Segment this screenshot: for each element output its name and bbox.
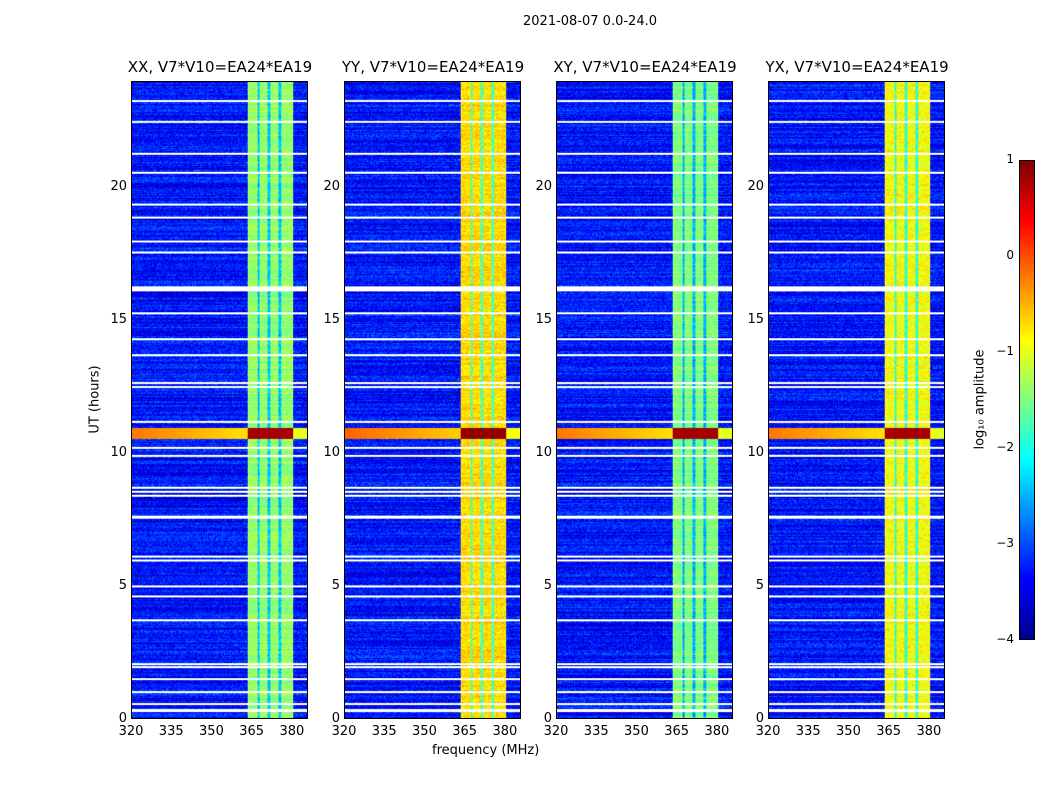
- y-tick-label: 20: [747, 179, 764, 195]
- waterfall-panel-0: [131, 81, 308, 719]
- y-tick-label: 15: [323, 312, 340, 328]
- x-tick-label: 365: [664, 724, 690, 739]
- colorbar-tick-label: 1: [1006, 152, 1014, 166]
- x-tick-label: 350: [199, 724, 224, 739]
- x-axis-label: frequency (MHz): [432, 743, 540, 758]
- heatmap-canvas: [769, 82, 944, 718]
- x-tick-label: 365: [452, 724, 478, 739]
- panel-title: XX, V7*V10=EA24*EA19: [127, 58, 313, 76]
- panel-title: YY, V7*V10=EA24*EA19: [341, 58, 525, 76]
- y-tick-label: 5: [755, 578, 764, 594]
- x-tick-label: 320: [755, 724, 781, 739]
- x-tick-label: 320: [543, 724, 569, 739]
- x-tick-label: 380: [916, 724, 942, 739]
- heatmap-canvas: [345, 82, 520, 718]
- y-tick-label: 0: [118, 711, 127, 726]
- y-tick-label: 15: [110, 312, 127, 328]
- x-tick-label: 335: [371, 724, 397, 739]
- y-tick-label: 15: [535, 312, 552, 328]
- waterfall-panel-2: [556, 81, 733, 719]
- y-tick-label: 0: [755, 711, 764, 726]
- waterfall-panel-1: [344, 81, 521, 719]
- y-tick-label: 0: [543, 711, 552, 726]
- x-tick-label: 380: [279, 724, 305, 739]
- colorbar-tick-label: −2: [996, 440, 1014, 454]
- y-tick-label: 5: [331, 578, 340, 594]
- x-tick-label: 320: [331, 724, 357, 739]
- y-tick-label: 10: [535, 445, 552, 461]
- panel-title: XY, V7*V10=EA24*EA19: [553, 58, 737, 76]
- y-tick-label: 5: [543, 578, 552, 594]
- colorbar-tick-label: −3: [996, 536, 1014, 550]
- colorbar-tick-label: 0: [1006, 248, 1014, 262]
- colorbar-tick-label: −4: [996, 632, 1014, 646]
- colorbar-tick-label: −1: [996, 344, 1014, 358]
- y-tick-label: 5: [118, 578, 127, 594]
- x-tick-label: 350: [412, 724, 437, 739]
- y-tick-label: 20: [323, 179, 340, 195]
- panel-title: YX, V7*V10=EA24*EA19: [765, 58, 949, 76]
- y-tick-label: 10: [747, 445, 764, 461]
- waterfall-panel-3: [768, 81, 945, 719]
- y-tick-label: 15: [747, 312, 764, 328]
- heatmap-canvas: [557, 82, 732, 718]
- x-tick-label: 335: [795, 724, 821, 739]
- x-tick-label: 365: [876, 724, 902, 739]
- y-tick-label: 20: [110, 179, 127, 195]
- y-tick-label: 10: [110, 445, 127, 461]
- x-tick-label: 380: [492, 724, 518, 739]
- y-tick-label: 0: [331, 711, 340, 726]
- x-tick-label: 380: [704, 724, 730, 739]
- x-tick-label: 335: [583, 724, 609, 739]
- colorbar-label: log₁₀ amplitude: [972, 349, 988, 450]
- y-axis-label: UT (hours): [87, 365, 103, 434]
- figure-title: 2021-08-07 0.0-24.0: [523, 14, 657, 29]
- x-tick-label: 335: [158, 724, 184, 739]
- x-tick-label: 350: [624, 724, 649, 739]
- x-tick-label: 365: [239, 724, 265, 739]
- colorbar: [1019, 160, 1035, 640]
- y-tick-label: 20: [535, 179, 552, 195]
- x-tick-label: 350: [836, 724, 861, 739]
- heatmap-canvas: [132, 82, 307, 718]
- y-tick-label: 10: [323, 445, 340, 461]
- x-tick-label: 320: [118, 724, 144, 739]
